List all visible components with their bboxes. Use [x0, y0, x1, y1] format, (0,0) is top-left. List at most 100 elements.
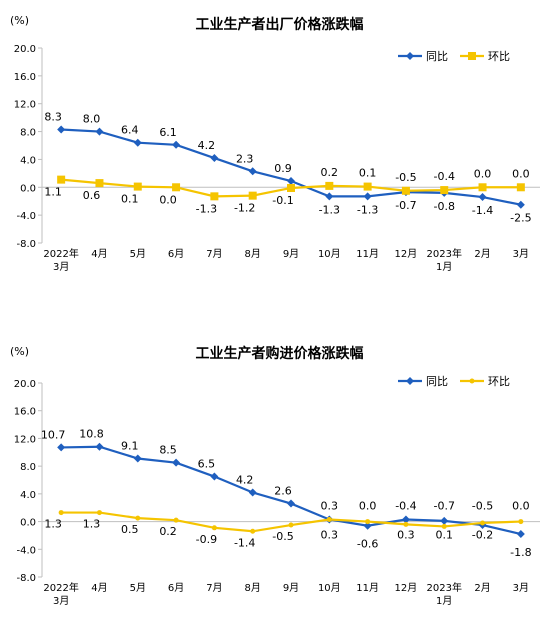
- data-label: 9.1: [121, 440, 139, 453]
- y-tick-label: -4.0: [16, 545, 36, 556]
- data-label: 0.0: [159, 193, 177, 206]
- x-tick-label: 8月: [245, 582, 261, 594]
- data-label: -1.4: [234, 536, 255, 549]
- data-label: 1.3: [44, 518, 62, 531]
- data-label: 2.3: [236, 152, 254, 165]
- data-point: [250, 528, 256, 534]
- data-label: -2.5: [510, 212, 531, 225]
- data-label: 0.6: [83, 189, 101, 202]
- data-label: 10.8: [79, 428, 104, 441]
- data-point: [248, 488, 257, 497]
- data-label: 6.4: [121, 124, 139, 137]
- y-tick-label: 20.0: [14, 44, 36, 55]
- x-tick-label: 6月: [168, 248, 184, 260]
- data-point: [516, 200, 525, 209]
- data-label: -0.1: [272, 194, 293, 207]
- legend-label: 环比: [488, 375, 510, 388]
- x-tick-label: 7月: [206, 248, 222, 260]
- x-tick-label: 3月: [513, 248, 529, 260]
- data-label: 0.0: [359, 500, 377, 513]
- x-tick-label: 2023年: [427, 581, 462, 594]
- data-point: [57, 175, 66, 184]
- data-point: [57, 443, 66, 452]
- data-point: [288, 522, 294, 528]
- x-tick-label: 3月: [53, 595, 69, 607]
- data-label: 0.2: [321, 166, 339, 179]
- data-point: [440, 186, 449, 195]
- data-point: [96, 510, 102, 516]
- data-label: -1.4: [472, 204, 493, 217]
- legend-marker: [468, 52, 476, 60]
- data-label: -1.3: [319, 203, 340, 216]
- data-point: [325, 192, 334, 201]
- y-tick-label: 8.0: [20, 128, 36, 139]
- data-point: [480, 520, 486, 526]
- data-point: [363, 182, 372, 191]
- data-point: [135, 515, 141, 521]
- data-label: 8.0: [83, 113, 101, 126]
- x-tick-label: 2月: [474, 248, 490, 260]
- data-label: 0.3: [321, 529, 339, 542]
- data-label: -1.8: [510, 546, 531, 559]
- x-tick-label: 12月: [395, 248, 418, 260]
- data-point: [210, 154, 219, 163]
- x-tick-label: 8月: [245, 248, 261, 260]
- data-point: [133, 454, 142, 463]
- data-point: [363, 192, 372, 201]
- data-label: -0.5: [395, 171, 416, 184]
- y-tick-label: 0.0: [20, 518, 36, 529]
- data-label: 1.3: [83, 518, 101, 531]
- x-tick-label: 2023年: [427, 247, 462, 260]
- x-tick-label: 10月: [318, 582, 341, 594]
- legend-marker: [406, 377, 414, 385]
- data-label: -0.6: [357, 538, 378, 551]
- x-tick-label: 4月: [91, 582, 107, 594]
- data-label: 0.3: [397, 529, 415, 542]
- x-tick-label: 9月: [283, 248, 299, 260]
- data-label: 0.0: [512, 500, 530, 513]
- x-tick-label: 11月: [356, 582, 379, 594]
- y-tick-label: 8.0: [20, 462, 36, 473]
- data-point: [210, 472, 219, 481]
- x-tick-label: 7月: [206, 582, 222, 594]
- y-tick-label: 20.0: [14, 379, 36, 390]
- data-label: 6.5: [198, 458, 216, 471]
- data-point: [516, 183, 525, 192]
- data-point: [58, 510, 64, 516]
- data-label: 0.5: [121, 523, 139, 536]
- data-label: -1.3: [196, 202, 217, 215]
- data-label: 0.9: [274, 162, 292, 175]
- y-tick-label: 4.0: [20, 490, 36, 501]
- data-point: [248, 167, 257, 176]
- data-point: [133, 138, 142, 147]
- x-tick-label: 5月: [130, 582, 146, 594]
- data-label: -0.4: [395, 500, 416, 513]
- y-tick-label: -8.0: [16, 239, 36, 250]
- data-label: -0.8: [433, 200, 454, 213]
- chart-input-price: 工业生产者购进价格涨跌幅 (%) 20.0 16.0 12.0 8.0 4.0 0.0 -4…: [0, 335, 559, 617]
- legend-label: 环比: [488, 50, 510, 63]
- data-label: -0.2: [472, 529, 493, 542]
- x-tick-label: 1月: [436, 595, 452, 607]
- data-point: [210, 192, 219, 201]
- data-point: [172, 183, 181, 192]
- y-tick-label: -4.0: [16, 211, 36, 222]
- x-tick-label: 3月: [53, 261, 69, 273]
- data-point: [401, 515, 410, 524]
- data-label: 10.7: [41, 428, 66, 441]
- legend-marker: [469, 378, 475, 384]
- data-point: [478, 193, 487, 202]
- y-unit-label: (%): [10, 345, 30, 358]
- data-label: 0.1: [359, 167, 377, 180]
- data-label: 1.1: [44, 186, 62, 199]
- data-label: 2.6: [274, 485, 292, 498]
- data-point: [518, 519, 524, 525]
- data-label: 0.0: [474, 167, 492, 180]
- y-unit-label: (%): [10, 14, 30, 27]
- data-point: [287, 183, 295, 192]
- data-point: [173, 517, 179, 523]
- data-point: [57, 125, 66, 134]
- data-point: [440, 516, 449, 525]
